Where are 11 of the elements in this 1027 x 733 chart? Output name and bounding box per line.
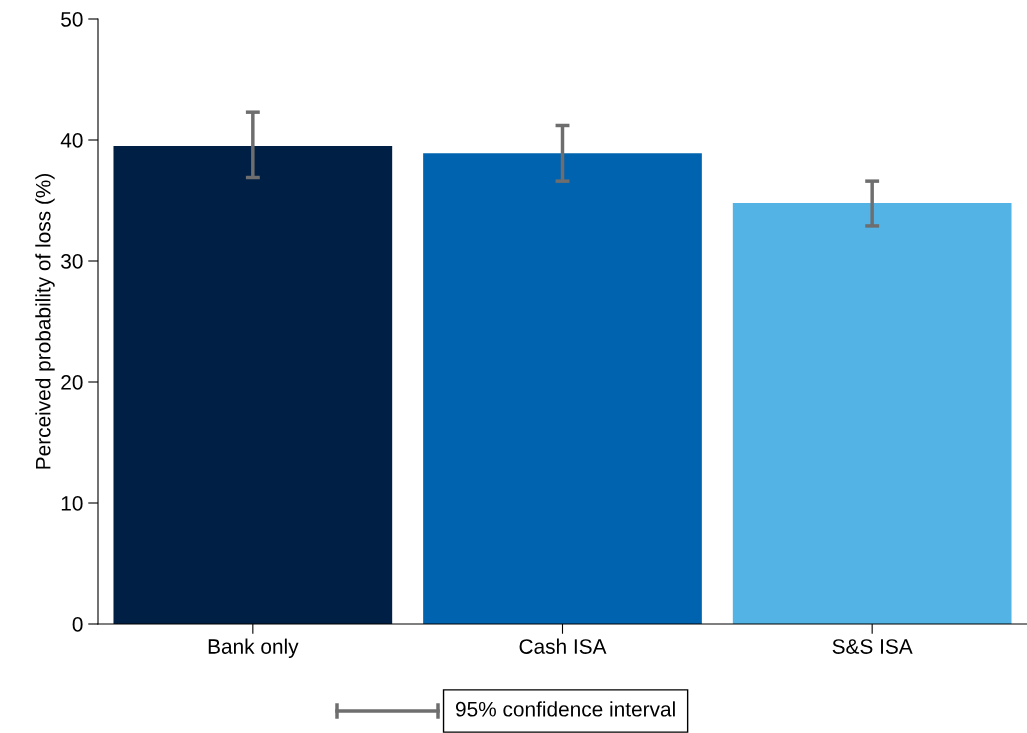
y-tick-label: 40: [60, 133, 83, 148]
y-tick-label: 10: [61, 496, 83, 511]
text: 95% confidence interval: [455, 701, 675, 717]
y-tick-label: 0: [72, 617, 83, 632]
x-tick-label: Bank only: [208, 638, 299, 658]
y-tick-label: 50: [61, 12, 83, 27]
x-tick-label: Cash ISA: [519, 638, 607, 654]
y-axis-title: Perceived probability of loss (%): [35, 174, 55, 469]
x-tick-label: S&S ISA: [832, 639, 913, 654]
y-tick-label: 20: [61, 375, 83, 390]
y-tick-label: 30: [61, 254, 83, 269]
